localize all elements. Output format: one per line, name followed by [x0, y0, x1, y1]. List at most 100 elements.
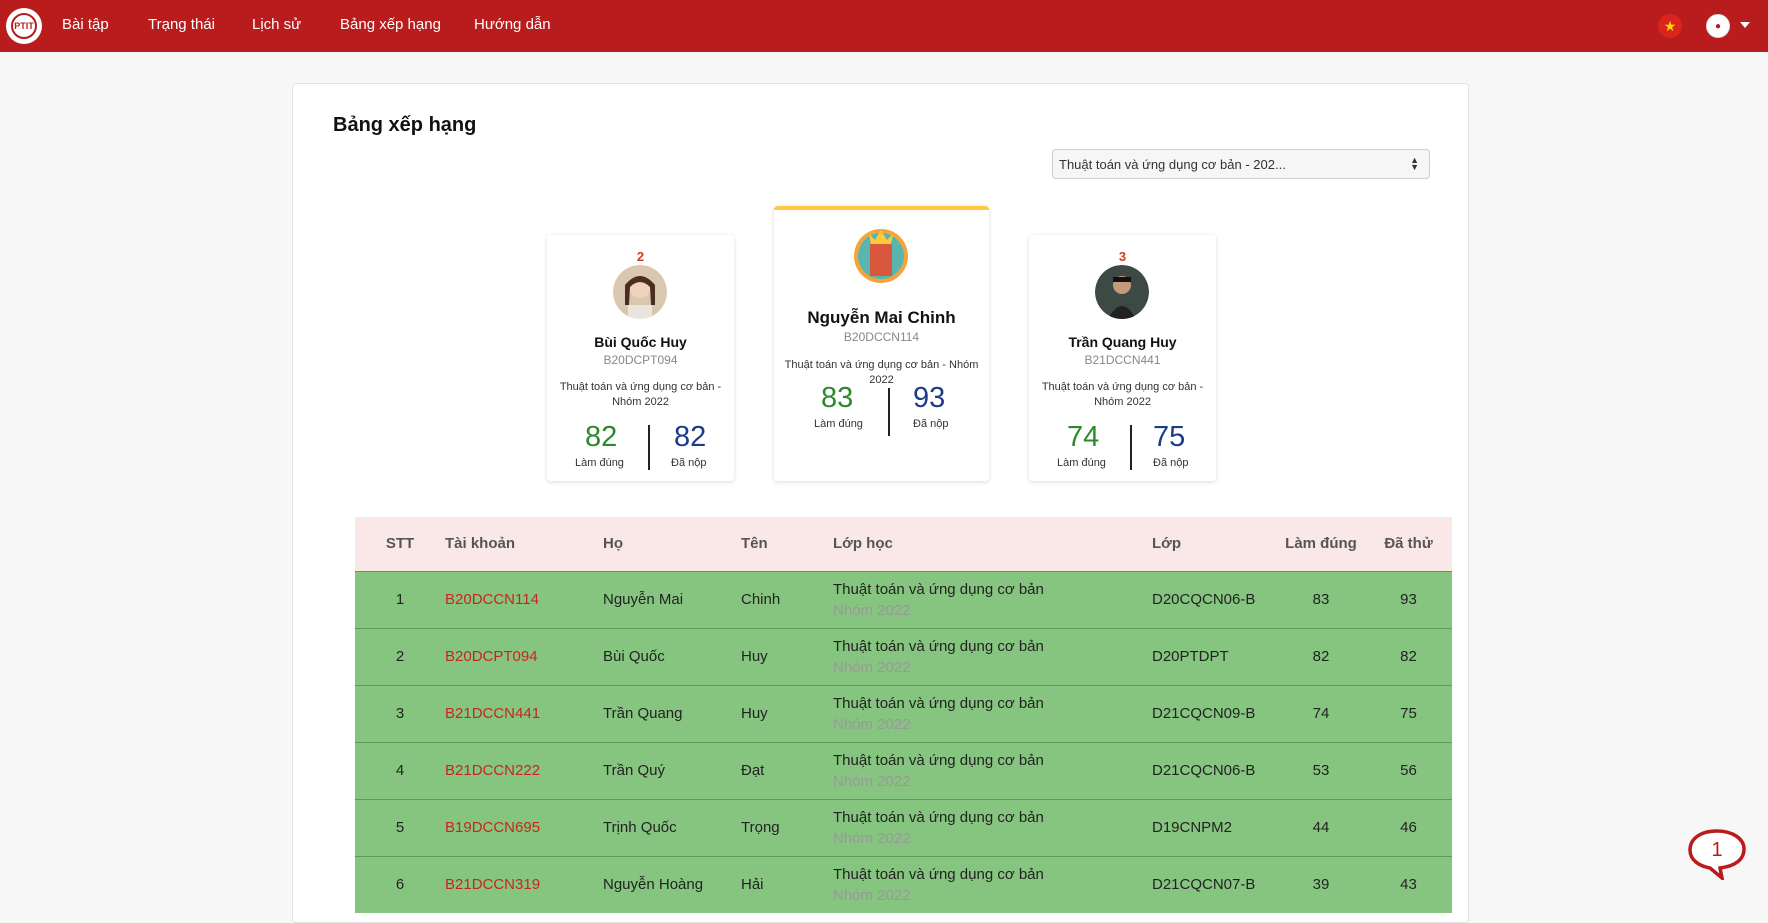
top-navbar: PTIT Bài tập Trạng thái Lịch sử Bảng xếp… — [0, 0, 1768, 52]
cell-account-link[interactable]: B19DCCN695 — [445, 798, 603, 856]
nav-item-bang-xep-hang[interactable]: Bảng xếp hạng — [340, 16, 441, 33]
header-last-name[interactable]: Họ — [603, 517, 741, 571]
cell-stt: 4 — [355, 741, 445, 799]
table-header-row: STT Tài khoản Họ Tên Lớp học Lớp Làm đún… — [355, 517, 1452, 571]
player-name: Bùi Quốc Huy — [594, 334, 687, 350]
divider — [888, 388, 890, 436]
avatar — [613, 265, 667, 319]
course-name: Thuật toán và ứng dụng cơ bản — [833, 694, 1044, 712]
vietnam-flag-icon[interactable]: ★ — [1658, 14, 1682, 38]
submitted-count: 82 — [674, 421, 707, 453]
course-group: Nhóm 2022 — [833, 886, 911, 904]
ranking-card: Bảng xếp hạng Thuật toán và ứng dụng cơ … — [292, 83, 1469, 923]
rank-number: 3 — [1118, 249, 1127, 264]
podium-third: 3 Trần Quang Huy B21DCCN441 Thuật toán v… — [1029, 235, 1216, 481]
select-arrows-icon: ▲ ▼ — [1410, 155, 1419, 172]
submitted-label: Đã nộp — [1153, 457, 1189, 469]
header-first-name[interactable]: Tên — [741, 517, 833, 571]
cell-stt: 5 — [355, 798, 445, 856]
player-class: Thuật toán và ứng dụng cơ bản - Nhóm 202… — [784, 359, 979, 386]
cell-account-link[interactable]: B21DCCN441 — [445, 684, 603, 742]
cell-last-name: Trần Quý — [603, 741, 741, 799]
nav-item-bai-tap[interactable]: Bài tập — [62, 16, 109, 33]
header-stt[interactable]: STT — [355, 517, 445, 571]
cell-last-name: Bùi Quốc — [603, 627, 741, 685]
cell-class: D21CQCN07-B — [1152, 855, 1277, 913]
cell-account-link[interactable]: B20DCCN114 — [445, 570, 603, 628]
table-row: 3 B21DCCN441 Trần Quang Huy Thuật toán và ứn… — [355, 684, 1452, 742]
cell-attempted: 56 — [1365, 741, 1452, 799]
cell-first-name: Hải — [741, 855, 833, 913]
chevron-down-icon[interactable] — [1740, 22, 1750, 28]
course-group: Nhóm 2022 — [833, 715, 911, 733]
podium-second: 2 Bùi Quốc Huy B20DCPT094 Thuật toán và … — [547, 235, 734, 481]
course-name: Thuật toán và ứng dụng cơ bản — [833, 637, 1044, 655]
player-class: Thuật toán và ứng dụng cơ bản - Nhóm 202… — [559, 381, 722, 408]
header-class[interactable]: Lớp — [1152, 517, 1277, 571]
cell-correct: 74 — [1277, 684, 1365, 742]
course-select[interactable]: Thuật toán và ứng dụng cơ bản - 202... ▲… — [1052, 149, 1430, 179]
cell-course: Thuật toán và ứng dụng cơ bản Nhóm 2022 — [833, 627, 1152, 685]
cell-first-name: Đạt — [741, 741, 833, 799]
course-name: Thuật toán và ứng dụng cơ bản — [833, 751, 1044, 769]
player-class: Thuật toán và ứng dụng cơ bản - Nhóm 202… — [1041, 381, 1204, 408]
table-row: 6 B21DCCN319 Nguyễn Hoàng Hải Thuật toán và … — [355, 855, 1452, 913]
divider — [648, 425, 650, 470]
submitted-label: Đã nộp — [913, 418, 949, 430]
submitted-count: 93 — [913, 382, 946, 414]
course-group: Nhóm 2022 — [833, 772, 911, 790]
player-name: Nguyễn Mai Chinh — [807, 308, 956, 327]
correct-count: 83 — [821, 382, 854, 414]
nav-item-huong-dan[interactable]: Hướng dẫn — [474, 16, 551, 33]
cell-class: D21CQCN06-B — [1152, 741, 1277, 799]
cell-attempted: 46 — [1365, 798, 1452, 856]
player-username: B21DCCN441 — [1084, 353, 1161, 367]
table-row: 2 B20DCPT094 Bùi Quốc Huy Thuật toán và ứng … — [355, 627, 1452, 685]
correct-label: Làm đúng — [1057, 457, 1106, 469]
cell-correct: 82 — [1277, 627, 1365, 685]
ptit-logo[interactable]: PTIT — [6, 8, 42, 44]
header-course[interactable]: Lớp học — [833, 517, 1152, 571]
rank-number: 2 — [636, 249, 645, 264]
nav-item-lich-su[interactable]: Lịch sử — [252, 16, 302, 33]
correct-label: Làm đúng — [814, 418, 863, 430]
cell-class: D20PTDPT — [1152, 627, 1277, 685]
chat-count: 1 — [1711, 839, 1722, 861]
page-title: Bảng xếp hạng — [333, 114, 477, 136]
cell-first-name: Trọng — [741, 798, 833, 856]
correct-label: Làm đúng — [575, 457, 624, 469]
cell-first-name: Huy — [741, 684, 833, 742]
cell-course: Thuật toán và ứng dụng cơ bản Nhóm 2022 — [833, 570, 1152, 628]
cell-last-name: Nguyễn Mai — [603, 570, 741, 628]
logo-text: PTIT — [11, 13, 37, 39]
header-correct[interactable]: Làm đúng — [1277, 517, 1365, 571]
cell-correct: 83 — [1277, 570, 1365, 628]
user-avatar[interactable]: ● — [1706, 14, 1730, 38]
chat-bubble-icon[interactable]: 1 — [1686, 828, 1748, 880]
player-username: B20DCCN114 — [843, 330, 920, 344]
submitted-count: 75 — [1153, 421, 1186, 453]
first-place-bar — [774, 206, 989, 210]
cell-account-link[interactable]: B21DCCN319 — [445, 855, 603, 913]
table-row: 5 B19DCCN695 Trịnh Quốc Trọng Thuật toán và … — [355, 798, 1452, 856]
header-account[interactable]: Tài khoản — [445, 517, 603, 571]
player-name: Trần Quang Huy — [1068, 334, 1177, 350]
course-select-value: Thuật toán và ứng dụng cơ bản - 202... — [1059, 157, 1286, 172]
cell-stt: 1 — [355, 570, 445, 628]
cell-class: D20CQCN06-B — [1152, 570, 1277, 628]
course-group: Nhóm 2022 — [833, 601, 911, 619]
correct-count: 74 — [1067, 421, 1100, 453]
cell-attempted: 82 — [1365, 627, 1452, 685]
divider — [1130, 425, 1132, 470]
cell-first-name: Huy — [741, 627, 833, 685]
nav-item-trang-thai[interactable]: Trạng thái — [148, 16, 215, 33]
cell-first-name: Chinh — [741, 570, 833, 628]
cell-account-link[interactable]: B21DCCN222 — [445, 741, 603, 799]
header-attempted[interactable]: Đã thử — [1365, 517, 1452, 571]
cell-stt: 3 — [355, 684, 445, 742]
avatar — [1095, 265, 1149, 319]
cell-last-name: Trịnh Quốc — [603, 798, 741, 856]
course-group: Nhóm 2022 — [833, 829, 911, 847]
cell-account-link[interactable]: B20DCPT094 — [445, 627, 603, 685]
cell-stt: 2 — [355, 627, 445, 685]
